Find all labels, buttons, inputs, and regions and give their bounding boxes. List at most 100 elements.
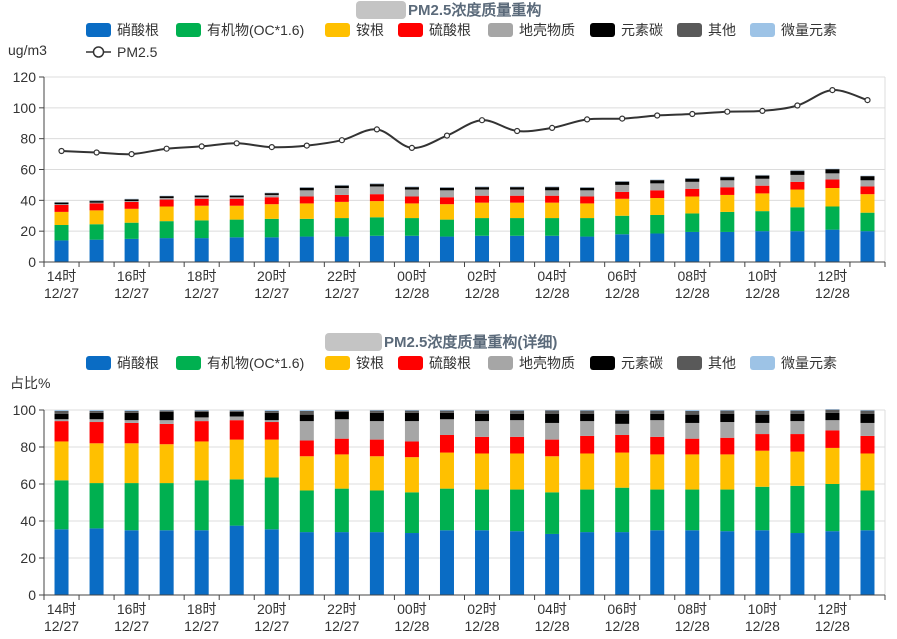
- bar-segment-硫酸根[interactable]: [334, 438, 349, 455]
- bar-segment-铵根[interactable]: [755, 450, 770, 487]
- bar-segment-地壳物质[interactable]: [89, 419, 104, 423]
- pm25-point[interactable]: [513, 127, 521, 135]
- bar-segment-硫酸根[interactable]: [299, 440, 314, 457]
- legend-item-其他[interactable]: 其他: [677, 22, 736, 38]
- legend-item-有机物-oc-1-6-[interactable]: 有机物(OC*1.6): [176, 355, 304, 371]
- bar-segment-地壳物质[interactable]: [755, 178, 770, 186]
- bar-segment-硝酸根[interactable]: [369, 235, 384, 262]
- bar-segment-元素碳[interactable]: [475, 413, 490, 422]
- pm25-point[interactable]: [478, 117, 486, 124]
- bar-segment-微量元素[interactable]: [650, 410, 665, 411]
- bar-segment-有机物-oc-1-6-[interactable]: [860, 212, 875, 232]
- bar-segment-其他[interactable]: [790, 410, 805, 414]
- bar-segment-有机物-oc-1-6-[interactable]: [685, 213, 700, 232]
- legend-item-元素碳[interactable]: 元素碳: [590, 22, 663, 38]
- bar-segment-铵根[interactable]: [615, 198, 630, 216]
- legend-item-pm2-5[interactable]: PM2.5: [86, 44, 158, 60]
- bar-segment-铵根[interactable]: [650, 198, 665, 215]
- pm25-point[interactable]: [654, 112, 661, 119]
- bar-segment-元素碳[interactable]: [685, 178, 700, 182]
- bar-segment-其他[interactable]: [54, 410, 69, 414]
- bar-segment-其他[interactable]: [720, 410, 735, 414]
- bar-segment-硝酸根[interactable]: [439, 236, 454, 262]
- bar-segment-铵根[interactable]: [54, 211, 69, 225]
- legend-item-硫酸根[interactable]: 硫酸根: [398, 355, 471, 371]
- bar-segment-铵根[interactable]: [229, 439, 244, 480]
- bar-segment-其他[interactable]: [580, 410, 595, 414]
- bar-segment-硫酸根[interactable]: [124, 422, 139, 444]
- bar-segment-硫酸根[interactable]: [89, 422, 104, 444]
- bar-segment-地壳物质[interactable]: [124, 201, 139, 202]
- bar-segment-元素碳[interactable]: [159, 411, 174, 421]
- bar-segment-硝酸根[interactable]: [545, 235, 560, 262]
- bar-segment-硝酸根[interactable]: [229, 525, 244, 596]
- bar-segment-有机物-oc-1-6-[interactable]: [825, 206, 840, 230]
- bar-segment-其他[interactable]: [685, 410, 700, 415]
- legend-item-其他[interactable]: 其他: [677, 355, 736, 371]
- bar-segment-地壳物质[interactable]: [475, 189, 490, 196]
- bar-segment-微量元素[interactable]: [229, 410, 244, 411]
- bar-segment-硫酸根[interactable]: [580, 196, 595, 204]
- bar-segment-硫酸根[interactable]: [720, 437, 735, 455]
- bar-segment-硫酸根[interactable]: [369, 194, 384, 202]
- bar-segment-其他[interactable]: [825, 409, 840, 413]
- bar-segment-有机物-oc-1-6-[interactable]: [790, 207, 805, 232]
- bar-segment-铵根[interactable]: [194, 441, 209, 481]
- legend-item-硫酸根[interactable]: 硫酸根: [398, 22, 471, 38]
- bar-segment-铵根[interactable]: [54, 441, 69, 481]
- bar-segment-其他[interactable]: [299, 410, 314, 415]
- bar-segment-有机物-oc-1-6-[interactable]: [54, 225, 69, 241]
- bar-segment-硝酸根[interactable]: [54, 529, 69, 595]
- bar-segment-其他[interactable]: [369, 410, 384, 413]
- pm25-point[interactable]: [128, 151, 135, 158]
- bar-segment-元素碳[interactable]: [439, 412, 454, 420]
- bar-segment-其他[interactable]: [755, 410, 770, 415]
- bar-segment-硫酸根[interactable]: [439, 434, 454, 453]
- bar-segment-铵根[interactable]: [580, 453, 595, 490]
- bar-segment-硝酸根[interactable]: [264, 529, 279, 595]
- bar-segment-元素碳[interactable]: [790, 171, 805, 175]
- pm25-point[interactable]: [408, 144, 415, 151]
- bar-segment-硫酸根[interactable]: [650, 436, 665, 455]
- pm25-point[interactable]: [583, 116, 591, 123]
- bar-segment-铵根[interactable]: [334, 201, 349, 219]
- bar-segment-微量元素[interactable]: [615, 410, 630, 411]
- bar-segment-元素碳[interactable]: [54, 413, 69, 420]
- bar-segment-铵根[interactable]: [299, 203, 314, 219]
- bar-segment-微量元素[interactable]: [194, 410, 209, 411]
- bar-segment-硝酸根[interactable]: [720, 531, 735, 595]
- bar-segment-地壳物质[interactable]: [580, 421, 595, 436]
- pm25-point[interactable]: [759, 107, 766, 115]
- bar-segment-硫酸根[interactable]: [369, 439, 384, 457]
- bar-segment-其他[interactable]: [264, 410, 279, 413]
- bar-segment-有机物-oc-1-6-[interactable]: [194, 480, 209, 531]
- bar-segment-硝酸根[interactable]: [545, 533, 560, 595]
- bar-segment-有机物-oc-1-6-[interactable]: [615, 215, 630, 235]
- bar-segment-硫酸根[interactable]: [194, 198, 209, 206]
- bar-segment-元素碳[interactable]: [615, 181, 630, 185]
- bar-segment-硫酸根[interactable]: [124, 201, 139, 209]
- bar-segment-地壳物质[interactable]: [439, 419, 454, 435]
- bar-segment-其他[interactable]: [510, 410, 525, 414]
- bar-segment-地壳物质[interactable]: [615, 423, 630, 435]
- bar-segment-有机物-oc-1-6-[interactable]: [404, 492, 419, 534]
- bar-segment-硫酸根[interactable]: [615, 434, 630, 453]
- bar-segment-硝酸根[interactable]: [194, 530, 209, 595]
- bar-segment-硫酸根[interactable]: [615, 191, 630, 199]
- bar-segment-地壳物质[interactable]: [264, 194, 279, 198]
- bar-segment-微量元素[interactable]: [580, 410, 595, 411]
- bar-segment-铵根[interactable]: [124, 443, 139, 484]
- bar-segment-其他[interactable]: [860, 410, 875, 414]
- pm25-point[interactable]: [163, 145, 170, 152]
- bar-segment-有机物-oc-1-6-[interactable]: [685, 489, 700, 531]
- bar-segment-硫酸根[interactable]: [790, 434, 805, 452]
- bar-segment-铵根[interactable]: [369, 201, 384, 218]
- bar-segment-硝酸根[interactable]: [720, 231, 735, 262]
- bar-segment-铵根[interactable]: [545, 456, 560, 493]
- bar-segment-硝酸根[interactable]: [404, 235, 419, 262]
- bar-segment-地壳物质[interactable]: [545, 422, 560, 440]
- bar-segment-地壳物质[interactable]: [790, 174, 805, 182]
- bar-segment-其他[interactable]: [404, 410, 419, 413]
- bar-segment-硝酸根[interactable]: [755, 530, 770, 595]
- bar-segment-硫酸根[interactable]: [54, 204, 69, 212]
